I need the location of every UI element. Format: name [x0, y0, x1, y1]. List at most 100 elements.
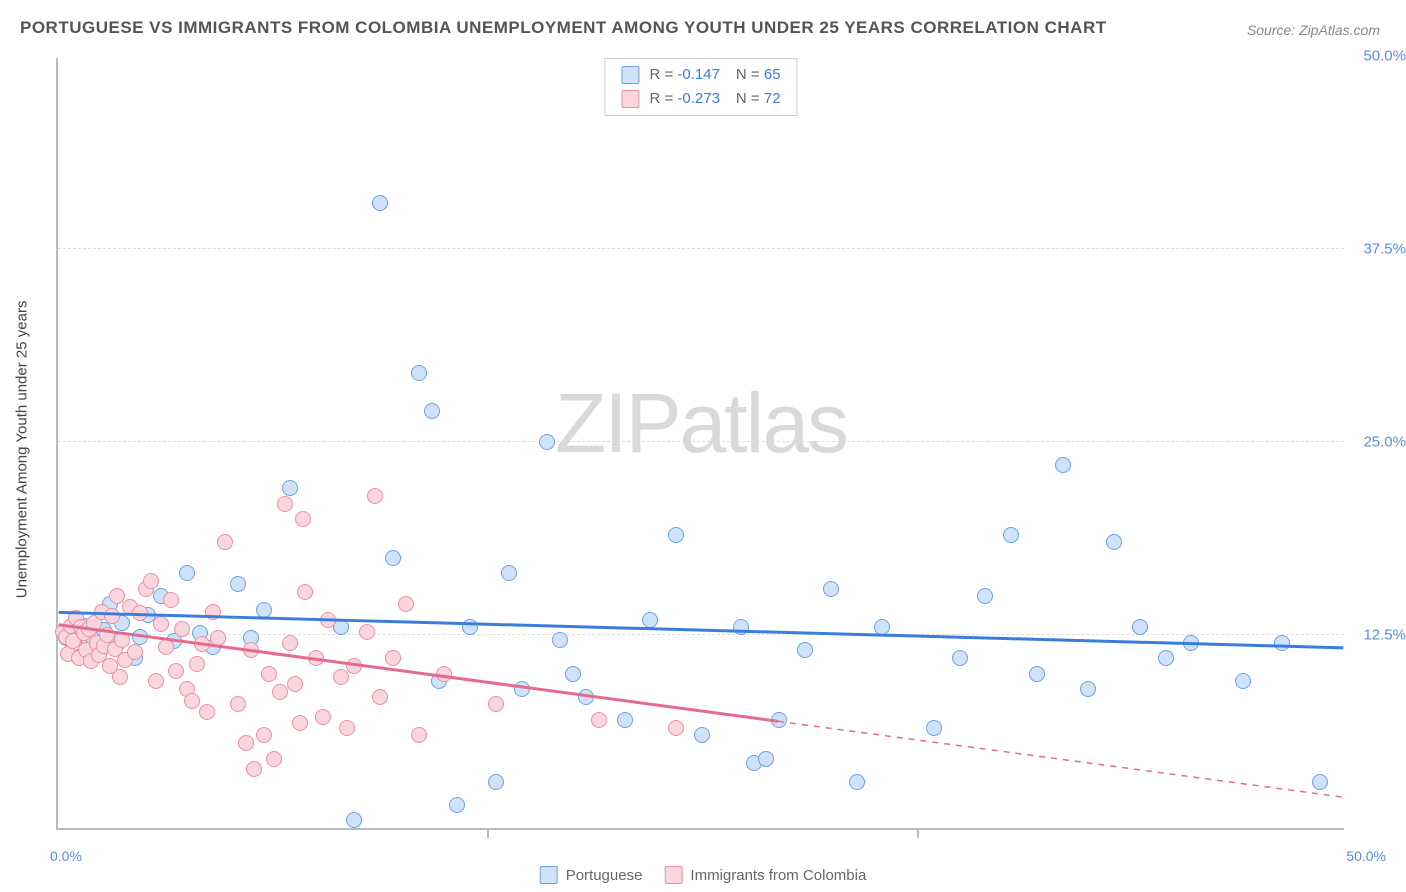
r-label: R =: [649, 90, 677, 107]
data-point: [977, 588, 993, 604]
data-point: [287, 676, 303, 692]
data-point: [488, 774, 504, 790]
data-point: [243, 642, 259, 658]
y-tick-label: 37.5%: [1363, 241, 1406, 258]
data-point: [333, 669, 349, 685]
data-point: [501, 565, 517, 581]
data-point: [256, 602, 272, 618]
legend-label: Portuguese: [566, 867, 643, 884]
data-point: [1080, 681, 1096, 697]
data-point: [282, 480, 298, 496]
data-point: [642, 612, 658, 628]
data-point: [449, 797, 465, 813]
source-prefix: Source:: [1247, 22, 1299, 38]
legend-stats-row: R = -0.147 N = 65: [621, 63, 780, 87]
gridline: [58, 248, 1344, 249]
data-point: [256, 727, 272, 743]
data-point: [578, 689, 594, 705]
data-point: [823, 581, 839, 597]
data-point: [488, 696, 504, 712]
source-attribution: Source: ZipAtlas.com: [1247, 22, 1380, 38]
y-tick-label: 25.0%: [1363, 434, 1406, 451]
data-point: [411, 727, 427, 743]
data-point: [112, 669, 128, 685]
data-point: [411, 365, 427, 381]
data-point: [1312, 774, 1328, 790]
data-point: [346, 658, 362, 674]
legend-label: Immigrants from Colombia: [690, 867, 866, 884]
data-point: [436, 666, 452, 682]
data-point: [797, 642, 813, 658]
data-point: [346, 812, 362, 828]
watermark-bold: ZIP: [555, 376, 680, 470]
data-point: [163, 592, 179, 608]
data-point: [849, 774, 865, 790]
data-point: [217, 534, 233, 550]
data-point: [367, 488, 383, 504]
data-point: [617, 712, 633, 728]
n-label: N =: [736, 66, 764, 83]
data-point: [1106, 534, 1122, 550]
data-point: [148, 673, 164, 689]
x-tick-label: 0.0%: [50, 848, 82, 864]
data-point: [230, 576, 246, 592]
data-point: [194, 636, 210, 652]
data-point: [565, 666, 581, 682]
data-point: [261, 666, 277, 682]
data-point: [1055, 457, 1071, 473]
data-point: [591, 712, 607, 728]
data-point: [462, 619, 478, 635]
r-value: -0.147: [677, 66, 720, 83]
data-point: [398, 596, 414, 612]
legend-item: Immigrants from Colombia: [664, 866, 866, 884]
data-point: [771, 712, 787, 728]
data-point: [297, 584, 313, 600]
n-value: 72: [764, 90, 781, 107]
data-point: [339, 720, 355, 736]
data-point: [184, 693, 200, 709]
data-point: [168, 663, 184, 679]
n-label: N =: [736, 90, 764, 107]
data-point: [205, 604, 221, 620]
y-tick-label: 50.0%: [1363, 48, 1406, 65]
chart-title: PORTUGUESE VS IMMIGRANTS FROM COLOMBIA U…: [20, 18, 1107, 38]
data-point: [1158, 650, 1174, 666]
swatch-icon: [621, 90, 639, 108]
data-point: [1274, 635, 1290, 651]
data-point: [372, 689, 388, 705]
data-point: [158, 639, 174, 655]
y-tick-label: 12.5%: [1363, 627, 1406, 644]
data-point: [104, 608, 120, 624]
data-point: [246, 761, 262, 777]
data-point: [1029, 666, 1045, 682]
data-point: [295, 511, 311, 527]
data-point: [1003, 527, 1019, 543]
trend-lines: [58, 58, 1344, 828]
data-point: [1183, 635, 1199, 651]
data-point: [272, 684, 288, 700]
data-point: [668, 720, 684, 736]
y-axis-label: Unemployment Among Youth under 25 years: [14, 301, 31, 599]
data-point: [926, 720, 942, 736]
data-point: [210, 630, 226, 646]
data-point: [132, 605, 148, 621]
data-point: [277, 496, 293, 512]
data-point: [114, 632, 130, 648]
swatch-icon: [540, 866, 558, 884]
x-tick: [487, 828, 489, 838]
data-point: [424, 403, 440, 419]
data-point: [320, 612, 336, 628]
plot-area: ZIPatlas R = -0.147 N = 65 R = -0.273 N …: [56, 58, 1344, 830]
data-point: [385, 650, 401, 666]
data-point: [733, 619, 749, 635]
swatch-icon: [664, 866, 682, 884]
data-point: [668, 527, 684, 543]
watermark: ZIPatlas: [555, 375, 847, 472]
data-point: [1132, 619, 1148, 635]
gridline: [58, 441, 1344, 442]
data-point: [179, 565, 195, 581]
data-point: [315, 709, 331, 725]
data-point: [143, 573, 159, 589]
legend-stats: R = -0.147 N = 65 R = -0.273 N = 72: [604, 58, 797, 116]
data-point: [308, 650, 324, 666]
